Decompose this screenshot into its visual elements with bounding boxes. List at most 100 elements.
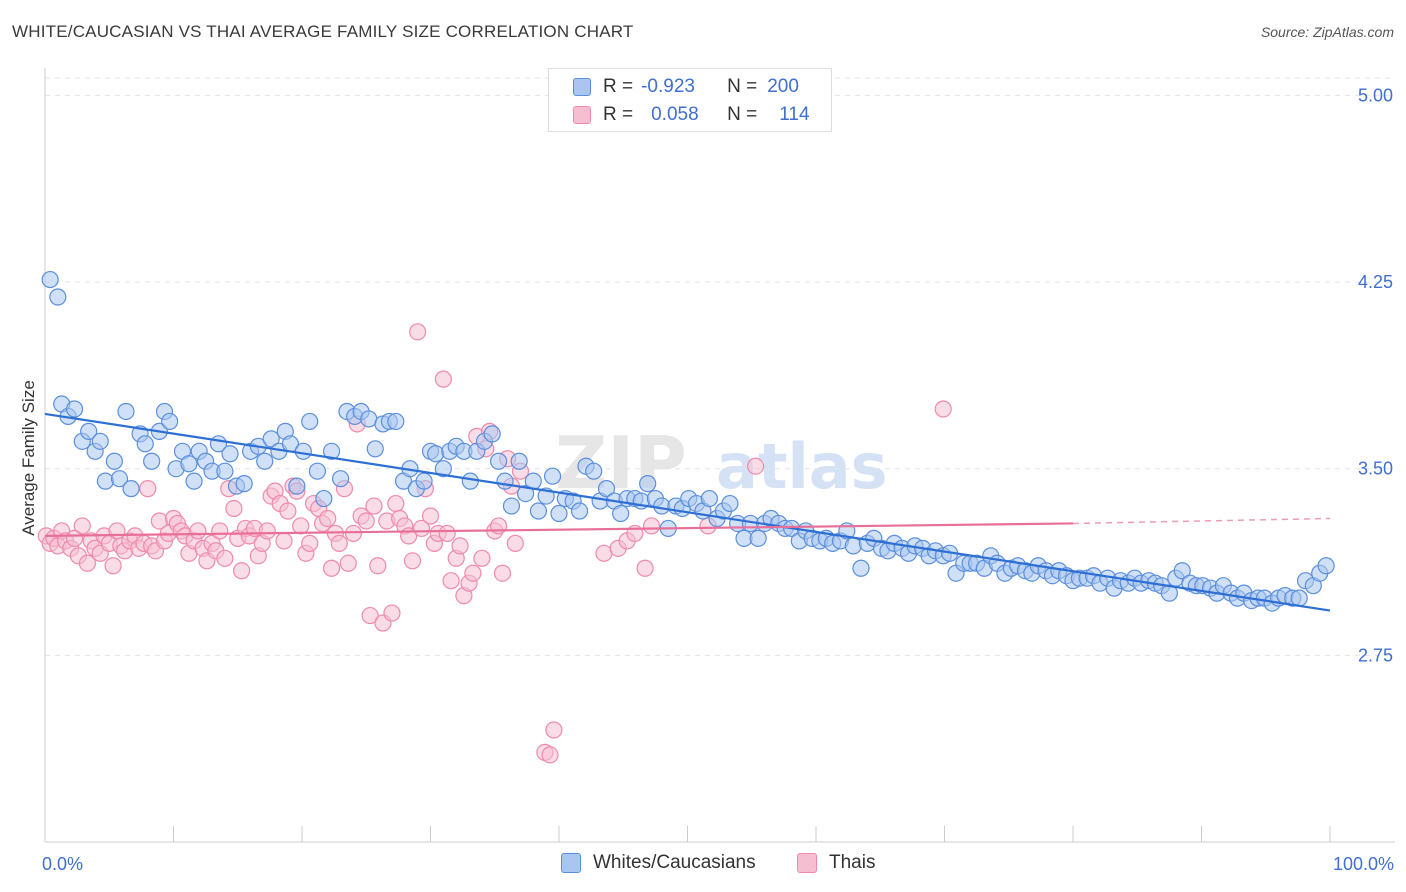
- thais-point: [104, 557, 122, 575]
- legend-swatch-thais: [797, 853, 817, 873]
- whites-point: [490, 452, 508, 470]
- whites-point: [366, 440, 384, 458]
- whites-point: [262, 430, 280, 448]
- whites-point: [516, 484, 535, 503]
- series-legend: Whites/Caucasians Thais: [0, 852, 1406, 878]
- whites-point: [221, 445, 239, 463]
- whites-point: [844, 537, 862, 555]
- whites-point: [461, 472, 479, 490]
- whites-points: [41, 270, 1335, 612]
- thais-point: [451, 537, 469, 555]
- thais-point: [344, 524, 362, 543]
- whites-point: [387, 412, 405, 431]
- whites-point: [1290, 589, 1308, 607]
- thais-point: [258, 522, 276, 540]
- whites-point: [852, 559, 870, 577]
- thais-point: [383, 604, 401, 622]
- thais-point: [225, 499, 243, 518]
- chart-source: Source: ZipAtlas.com: [1260, 24, 1394, 40]
- whites-point: [235, 475, 253, 493]
- thais-point: [78, 554, 97, 572]
- legend-n-label: N =: [727, 104, 758, 125]
- thais-point: [421, 507, 440, 525]
- whites-point: [180, 455, 198, 473]
- whites-point: [288, 477, 306, 495]
- whites-point: [721, 494, 739, 513]
- watermark-atlas: atlas: [716, 430, 887, 503]
- thais-point: [65, 529, 84, 547]
- thais-point: [275, 532, 293, 550]
- whites-trend-line: [44, 412, 1331, 612]
- axes: [44, 68, 1395, 843]
- thais-point: [211, 522, 229, 540]
- thais-point: [365, 497, 383, 515]
- whites-point: [91, 432, 109, 450]
- x-tick-labels: 0.0% 100.0%: [42, 854, 1394, 874]
- legend-r-label: R =: [603, 104, 634, 125]
- whites-point: [1317, 557, 1335, 575]
- legend-row-thais: R = 0.058 N = 114: [549, 101, 810, 129]
- thais-point: [73, 517, 91, 535]
- whites-point: [570, 502, 589, 520]
- whites-point: [49, 288, 67, 306]
- legend-item-thais[interactable]: Thais: [797, 852, 875, 874]
- whites-point: [315, 489, 333, 508]
- thais-point: [642, 517, 661, 535]
- x-tick-label: 100.0%: [1333, 854, 1394, 874]
- thais-point: [189, 522, 207, 540]
- legend-n-label: N =: [727, 76, 758, 97]
- legend-label-whites: Whites/Caucasians: [593, 852, 756, 873]
- thais-point: [361, 606, 379, 625]
- whites-point: [427, 445, 445, 463]
- thais-point: [319, 509, 337, 528]
- thais-point: [233, 562, 251, 580]
- whites-point: [502, 497, 521, 515]
- x-tick-label: 0.0%: [42, 854, 83, 874]
- legend-r-label: R =: [603, 76, 634, 97]
- thais-point: [541, 746, 559, 764]
- thais-point: [545, 721, 563, 739]
- y-tick-label: 3.50: [1358, 459, 1393, 479]
- whites-point: [161, 412, 179, 431]
- thais-point: [301, 534, 319, 552]
- watermark-zip: ZIP: [555, 421, 687, 505]
- whites-point: [96, 472, 114, 490]
- whites-point: [415, 472, 433, 490]
- whites-point: [105, 452, 123, 470]
- thais-point: [216, 549, 234, 567]
- whites-point: [256, 452, 274, 470]
- whites-point: [136, 435, 154, 453]
- whites-point: [510, 452, 528, 470]
- legend-r-value: -0.923: [641, 76, 695, 97]
- thais-point: [409, 323, 427, 341]
- thais-point: [139, 480, 157, 498]
- thais-point: [442, 572, 460, 590]
- thais-point: [339, 554, 357, 572]
- whites-point: [185, 472, 203, 490]
- y-tick-label: 4.25: [1358, 272, 1393, 292]
- y-axis-label: Average Family Size: [19, 380, 38, 536]
- legend-swatch-pink: [573, 106, 591, 124]
- thais-point: [322, 559, 341, 577]
- watermark: ZIP atlas: [555, 421, 887, 505]
- whites-point: [1173, 562, 1191, 580]
- chart-title: WHITE/CAUCASIAN VS THAI AVERAGE FAMILY S…: [12, 22, 634, 41]
- whites-point: [612, 504, 630, 523]
- legend-n-value: 200: [767, 76, 799, 97]
- thais-point: [357, 512, 375, 530]
- whites-point: [483, 425, 501, 443]
- whites-point: [585, 462, 603, 480]
- thais-point: [493, 564, 512, 582]
- legend-n-value: 114: [779, 104, 810, 125]
- whites-point: [41, 270, 59, 289]
- legend-item-whites[interactable]: Whites/Caucasians: [561, 852, 756, 874]
- legend-row-whites: R = -0.923 N = 200: [549, 73, 799, 101]
- y-tick-labels: 5.00 4.25 3.50 2.75: [1358, 85, 1393, 665]
- whites-point: [700, 489, 718, 508]
- thais-point: [934, 400, 952, 418]
- thais-trend-line: [44, 522, 1074, 538]
- whites-point: [331, 470, 350, 488]
- thais-point: [506, 534, 524, 552]
- trend-lines: [44, 412, 1331, 612]
